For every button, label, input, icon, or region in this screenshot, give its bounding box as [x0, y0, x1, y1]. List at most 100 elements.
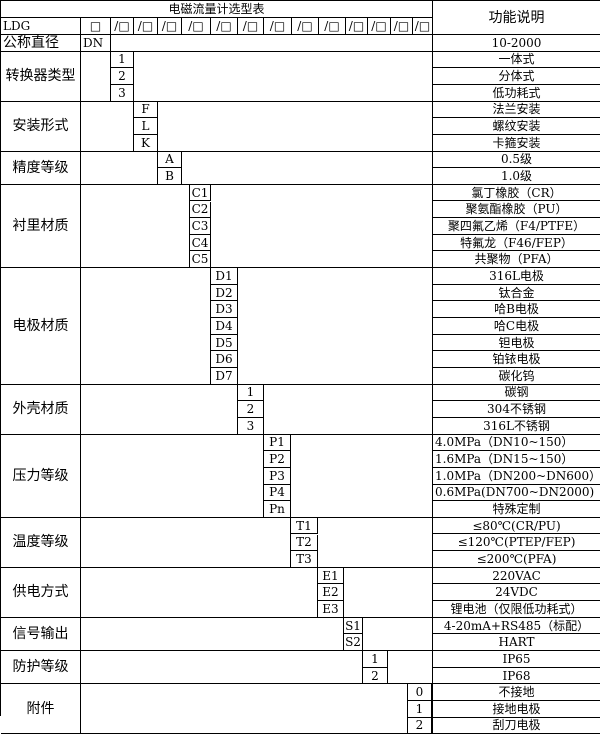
blank-cell — [264, 384, 433, 435]
option-code: F — [134, 101, 158, 119]
model-code-box: /□ — [158, 18, 182, 35]
option-code: C3 — [190, 218, 211, 235]
option-code: 1 — [363, 651, 388, 668]
group-label: 信号输出 — [1, 617, 81, 652]
model-code-box: /□ — [182, 18, 211, 35]
blank-cell — [81, 101, 134, 152]
option-function: 接地电极 — [433, 701, 600, 718]
option-code: 2 — [408, 717, 432, 734]
option-function: 刮刀电极 — [433, 718, 600, 734]
option-function: 哈B电极 — [433, 301, 600, 319]
option-code: E2 — [318, 584, 344, 602]
option-function: 碳化钨 — [433, 368, 600, 385]
option-function: 24VDC — [433, 584, 600, 602]
option-code: E3 — [318, 601, 344, 618]
option-code: P2 — [264, 451, 291, 468]
option-function: IP65 — [433, 651, 600, 668]
group-label: 外壳材质 — [1, 384, 81, 435]
option-function: 1.6MPa（DN15~150） — [433, 451, 600, 468]
option-code: P3 — [264, 467, 291, 485]
option-code: T2 — [291, 534, 318, 552]
model-code-box: /□ — [264, 18, 292, 35]
option-function: 4.0MPa（DN10~150） — [433, 435, 600, 452]
option-code: P4 — [264, 484, 291, 502]
option-code: 2 — [238, 401, 264, 418]
blank-cell — [388, 651, 433, 685]
option-function: IP68 — [433, 668, 600, 685]
option-function: 4-20mA+RS485（标配） — [433, 618, 600, 635]
blank-cell — [111, 35, 433, 52]
option-function: 1.0级 — [433, 168, 600, 185]
model-code-box: /□ — [238, 18, 264, 35]
option-code: C1 — [190, 184, 211, 202]
option-code: S1 — [344, 617, 363, 635]
group-label: 精度等级 — [1, 151, 81, 185]
blank-cell — [81, 434, 264, 518]
model-code-box: /□ — [211, 18, 238, 35]
model-code-box: /□ — [391, 18, 413, 35]
option-function: 220VAC — [433, 568, 600, 585]
blank-cell — [182, 151, 433, 185]
group-label: 防护等级 — [1, 651, 81, 685]
option-function: ≤80℃(CR/PU) — [433, 518, 600, 535]
option-function: 氯丁橡胶（CR） — [433, 185, 600, 202]
option-function: ≤200℃(PFA) — [433, 551, 600, 568]
option-function: 316L电极 — [433, 268, 600, 285]
group-label: 温度等级 — [1, 517, 81, 568]
option-code: C4 — [190, 234, 211, 252]
option-code: 3 — [111, 84, 134, 102]
option-code: 1 — [408, 701, 432, 718]
group-label: 附件 — [1, 684, 81, 734]
option-function: 聚四氟乙烯（F4/PTFE） — [433, 218, 600, 235]
option-code: Pn — [264, 501, 291, 518]
option-function: 不接地 — [433, 684, 600, 701]
option-function: 哈C电极 — [433, 318, 600, 335]
option-code: 2 — [111, 68, 134, 85]
blank-cell — [211, 184, 433, 269]
blank-cell — [363, 617, 433, 652]
option-function: 锂电池（仅限低功耗式） — [433, 601, 600, 618]
blank-cell — [81, 617, 344, 652]
function-header: 功能说明 — [433, 1, 600, 35]
blank-cell — [344, 567, 433, 618]
blank-cell — [238, 268, 433, 385]
group-label: 电极材质 — [1, 268, 81, 385]
option-function: 分体式 — [433, 68, 600, 85]
option-code: 2 — [363, 667, 388, 685]
option-code: 1 — [238, 384, 264, 402]
option-code: D1 — [211, 268, 238, 285]
model-code-box: /□ — [368, 18, 391, 35]
option-function: 0.5级 — [433, 152, 600, 169]
blank-cell — [432, 684, 433, 734]
blank-cell — [134, 51, 433, 102]
option-function: 卡箍安装 — [433, 135, 600, 152]
option-code: B — [158, 168, 182, 185]
blank-cell — [81, 651, 363, 685]
option-code: 1 — [111, 51, 134, 69]
blank-cell — [81, 51, 111, 102]
option-code: E1 — [318, 567, 344, 585]
model-code-box: /□ — [413, 18, 433, 35]
option-function: 一体式 — [433, 52, 600, 69]
model-code-box: /□ — [319, 18, 346, 35]
option-function: 钛合金 — [433, 285, 600, 302]
option-function: 碳钢 — [433, 385, 600, 402]
option-function: 聚氨酯橡胶（PU） — [433, 202, 600, 219]
option-function: 0.6MPa(DN700~DN2000) — [433, 485, 600, 502]
group-label: 衬里材质 — [1, 184, 81, 269]
option-code: P1 — [264, 434, 291, 452]
group-label: 安装形式 — [1, 101, 81, 152]
blank-cell — [81, 517, 291, 568]
blank-cell — [158, 101, 433, 152]
group-label: 转换器类型 — [1, 51, 81, 102]
blank-cell — [81, 151, 158, 185]
option-function: ≤120℃(PTEP/FEP) — [433, 535, 600, 552]
option-code: 3 — [238, 417, 264, 435]
nominal-function: 10-2000 — [433, 35, 600, 52]
option-function: 316L不锈钢 — [433, 418, 600, 435]
model-code-box: /□ — [111, 18, 134, 35]
option-code: D4 — [211, 318, 238, 335]
option-code: D7 — [211, 368, 238, 385]
option-function: 钽电极 — [433, 335, 600, 352]
